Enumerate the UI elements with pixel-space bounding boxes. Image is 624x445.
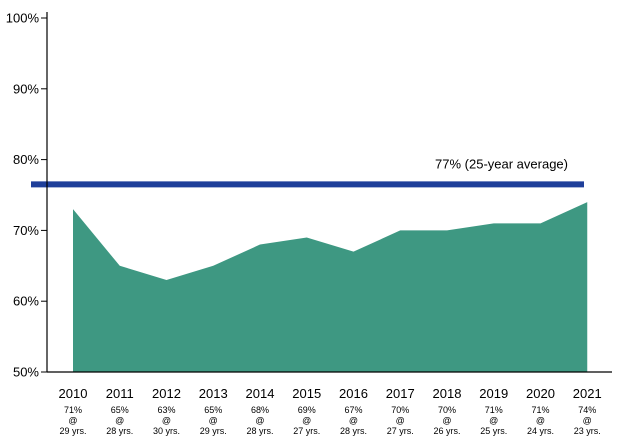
x-sublabel: 29 yrs.	[59, 426, 86, 436]
x-sublabel: 68%	[251, 405, 269, 415]
x-sublabel: @	[536, 416, 545, 426]
x-tick-label: 2020	[526, 386, 555, 401]
x-sublabel: 23 yrs.	[574, 426, 601, 436]
x-sublabel: 69%	[298, 405, 316, 415]
x-sublabel: @	[583, 416, 592, 426]
x-sublabel: 24 yrs.	[527, 426, 554, 436]
reference-layer: 77% (25-year average)	[31, 156, 584, 188]
x-tick-label: 2013	[199, 386, 228, 401]
x-sublabel: 30 yrs.	[153, 426, 180, 436]
x-sublabel: @	[162, 416, 171, 426]
x-sublabel: 28 yrs.	[340, 426, 367, 436]
x-tick-label: 2016	[339, 386, 368, 401]
area-layer	[72, 202, 588, 372]
x-sublabel: 71%	[485, 405, 503, 415]
y-tick-label: 50%	[13, 365, 39, 380]
x-sublabel: @	[68, 416, 77, 426]
y-axis-ticks: 50% 60% 70% 80% 90% 100%	[6, 11, 47, 380]
x-sublabel: 63%	[157, 405, 175, 415]
x-sublabel: @	[255, 416, 264, 426]
y-tick-label: 90%	[13, 81, 39, 96]
x-sublabel: 67%	[344, 405, 362, 415]
x-tick-label: 2010	[59, 386, 88, 401]
x-sublabel: 27 yrs.	[293, 426, 320, 436]
y-tick-label: 100%	[6, 11, 40, 26]
y-tick-label: 80%	[13, 152, 39, 167]
x-sublabel: 28 yrs.	[246, 426, 273, 436]
y-tick-label: 70%	[13, 223, 39, 238]
x-tick-label: 2018	[433, 386, 462, 401]
x-sublabel: @	[442, 416, 451, 426]
x-sublabel: 74%	[578, 405, 596, 415]
axes	[46, 12, 612, 373]
x-tick-label: 2017	[386, 386, 415, 401]
x-sublabel: @	[349, 416, 358, 426]
x-sublabel: @	[489, 416, 498, 426]
x-sublabel: 27 yrs.	[387, 426, 414, 436]
y-tick-label: 60%	[13, 294, 39, 309]
x-sublabel: 26 yrs.	[433, 426, 460, 436]
x-sublabel: 70%	[391, 405, 409, 415]
x-sublabel: 71%	[531, 405, 549, 415]
x-sublabel: 70%	[438, 405, 456, 415]
x-sublabel: 65%	[204, 405, 222, 415]
x-sublabel: 65%	[111, 405, 129, 415]
x-sublabel: 29 yrs.	[200, 426, 227, 436]
x-sublabel: @	[302, 416, 311, 426]
x-tick-label: 2015	[292, 386, 321, 401]
x-sublabel: 71%	[64, 405, 82, 415]
x-sublabel: @	[396, 416, 405, 426]
area-series	[73, 202, 588, 372]
x-tick-label: 2019	[479, 386, 508, 401]
x-sublabel: 28 yrs.	[106, 426, 133, 436]
x-sublabel: 25 yrs.	[480, 426, 507, 436]
average-label: 77% (25-year average)	[435, 156, 568, 171]
x-tick-label: 2011	[106, 386, 134, 401]
x-sublabel: @	[115, 416, 124, 426]
x-sublabel: @	[209, 416, 218, 426]
x-tick-label: 2014	[246, 386, 275, 401]
x-tick-label: 2012	[152, 386, 181, 401]
x-tick-label: 2021	[573, 386, 602, 401]
